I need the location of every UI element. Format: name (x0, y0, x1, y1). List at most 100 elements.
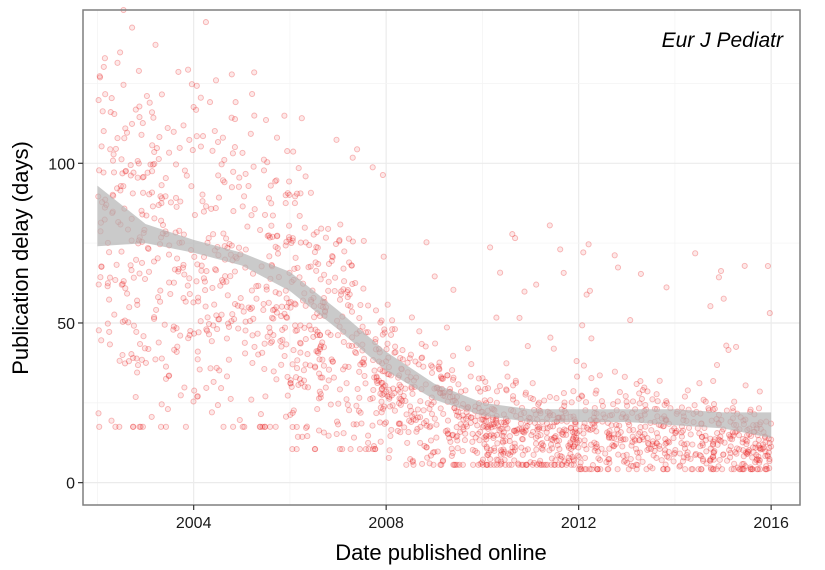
data-point (764, 262, 771, 270)
data-point (456, 461, 463, 468)
data-point (389, 326, 396, 333)
data-point (365, 432, 372, 439)
data-point (714, 441, 721, 448)
data-point (739, 439, 746, 446)
data-point (620, 436, 627, 443)
data-point (570, 433, 577, 440)
data-point (286, 222, 293, 229)
data-point (592, 444, 599, 451)
data-point (498, 458, 505, 465)
data-point (653, 454, 660, 461)
data-point (317, 276, 324, 283)
data-point (509, 396, 517, 403)
data-point (339, 446, 346, 453)
data-point (118, 281, 125, 288)
data-point (419, 354, 426, 361)
data-point (611, 442, 618, 449)
data-point (158, 195, 165, 202)
data-point (503, 386, 510, 393)
data-point (331, 287, 338, 295)
data-point (194, 348, 201, 355)
data-point (296, 376, 303, 383)
data-point (332, 240, 340, 248)
data-point (236, 416, 243, 424)
data-point (373, 373, 380, 380)
data-point (728, 466, 735, 473)
data-point (518, 426, 525, 433)
data-point (544, 461, 551, 468)
data-point (392, 343, 399, 350)
data-point (177, 332, 184, 339)
data-point (482, 378, 489, 385)
data-point (512, 379, 519, 386)
data-point (290, 347, 297, 354)
data-point (188, 81, 195, 88)
data-point (483, 432, 490, 439)
data-point (191, 387, 198, 394)
data-point (747, 464, 754, 471)
data-point (170, 128, 177, 135)
data-point (158, 200, 165, 207)
data-point (147, 161, 154, 168)
data-point (119, 318, 126, 325)
data-point (565, 442, 572, 449)
data-point (530, 396, 537, 403)
data-point (651, 443, 658, 450)
x-axis-title: Date published online (335, 540, 547, 565)
data-point (426, 405, 433, 412)
data-point (501, 419, 508, 426)
data-point (194, 393, 201, 400)
data-point (138, 131, 145, 138)
data-point (637, 378, 644, 385)
data-point (402, 385, 409, 392)
data-point (467, 373, 474, 380)
data-point (559, 461, 566, 468)
data-point (127, 172, 134, 179)
data-point (453, 412, 461, 419)
data-point (249, 359, 256, 367)
data-point (649, 396, 656, 403)
data-point (292, 322, 299, 329)
data-point (270, 332, 277, 339)
data-point (716, 437, 723, 444)
data-point (146, 99, 153, 106)
data-point (535, 401, 542, 408)
data-point (410, 416, 417, 423)
data-point (95, 327, 102, 334)
data-point (490, 421, 497, 428)
data-point (504, 373, 511, 380)
data-point (181, 384, 188, 391)
data-point (261, 365, 268, 373)
data-point (279, 336, 286, 343)
data-point (172, 161, 180, 168)
data-point (344, 401, 351, 408)
data-point (157, 298, 164, 305)
data-point (248, 304, 256, 311)
data-point (560, 269, 567, 276)
data-point (574, 439, 581, 446)
data-point (472, 417, 479, 424)
data-point (378, 409, 385, 416)
data-point (158, 91, 165, 98)
data-point (321, 271, 328, 278)
data-point (573, 358, 580, 365)
data-point (497, 451, 504, 458)
data-point (104, 280, 111, 287)
data-point (550, 434, 558, 441)
data-point (483, 445, 490, 452)
data-point (378, 398, 385, 405)
data-point (444, 430, 451, 437)
data-point (593, 387, 600, 394)
data-point (119, 351, 126, 359)
data-point (626, 421, 633, 428)
data-point (251, 112, 258, 119)
data-point (329, 254, 336, 261)
data-point (283, 314, 290, 321)
data-point (121, 360, 129, 367)
data-point (624, 459, 631, 466)
data-point (359, 359, 366, 366)
data-point (179, 264, 186, 271)
data-point (578, 392, 585, 399)
data-point (577, 459, 584, 466)
data-point (696, 380, 703, 387)
